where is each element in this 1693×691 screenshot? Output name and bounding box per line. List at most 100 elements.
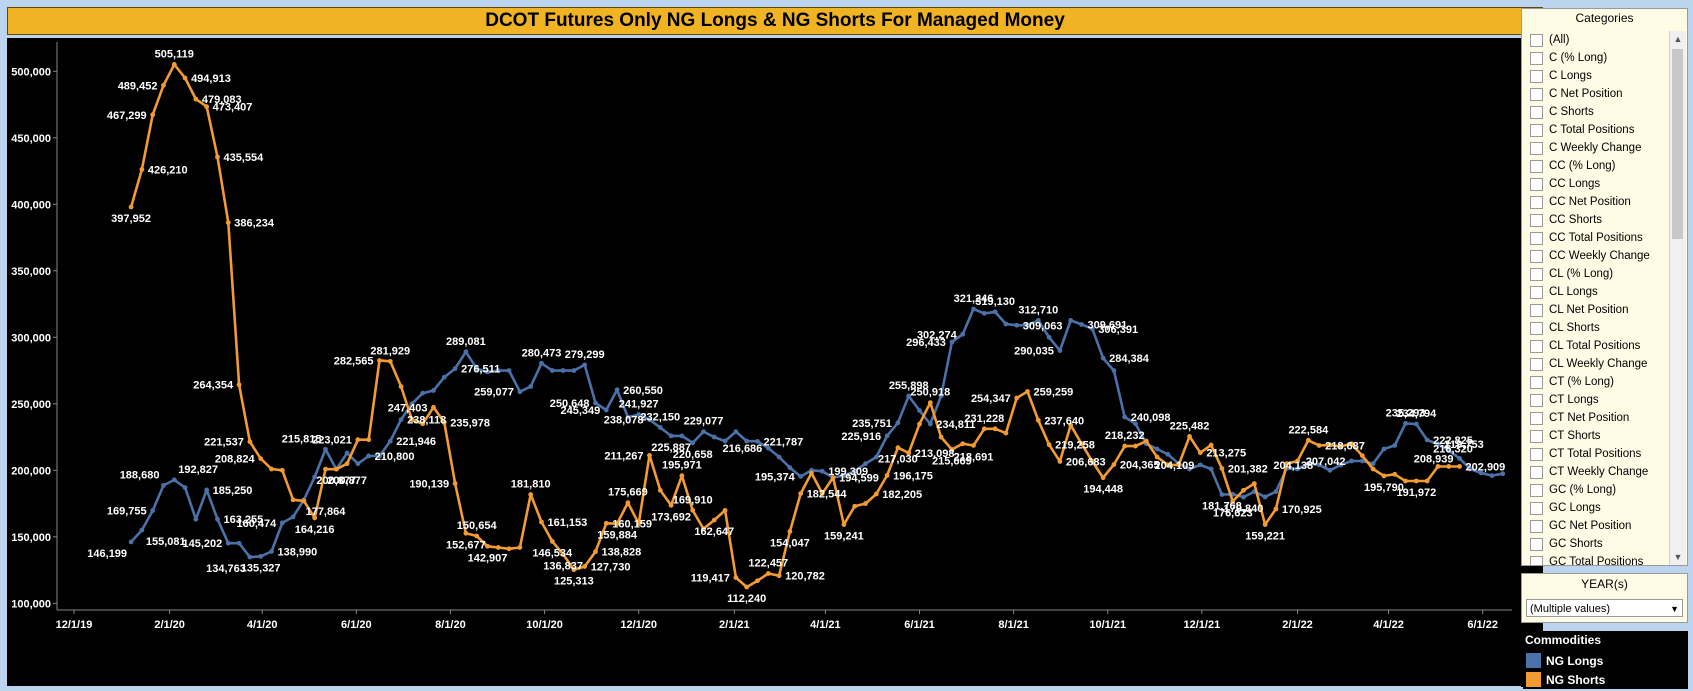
checkbox-icon[interactable] [1530, 393, 1543, 407]
category-item[interactable]: C Total Positions [1523, 121, 1669, 139]
category-item[interactable]: CT Longs [1523, 391, 1669, 409]
checkbox-icon[interactable] [1530, 105, 1543, 119]
checkbox-icon[interactable] [1530, 69, 1543, 83]
year-select[interactable]: (Multiple values) ▼ [1526, 599, 1683, 617]
scroll-up-icon[interactable]: ▲ [1673, 34, 1683, 44]
category-item[interactable]: CL Shorts [1523, 319, 1669, 337]
checkbox-icon[interactable] [1530, 285, 1543, 299]
category-item[interactable]: C Weekly Change [1523, 139, 1669, 157]
checkbox-icon[interactable] [1530, 195, 1543, 209]
data-label: 215,669 [932, 455, 972, 467]
data-point [852, 503, 858, 509]
checkbox-icon[interactable] [1530, 447, 1543, 461]
category-item[interactable]: CC Net Position [1523, 193, 1669, 211]
data-point [1197, 450, 1203, 456]
category-item[interactable]: CL Total Positions [1523, 337, 1669, 355]
checkbox-icon[interactable] [1530, 555, 1543, 565]
data-point [1435, 441, 1441, 447]
checkbox-icon[interactable] [1530, 33, 1543, 47]
category-item[interactable]: GC (% Long) [1523, 481, 1669, 499]
scroll-down-icon[interactable]: ▼ [1673, 552, 1683, 562]
checkbox-icon[interactable] [1530, 483, 1543, 497]
checkbox-icon[interactable] [1530, 375, 1543, 389]
data-label: 234,811 [936, 419, 975, 431]
checkbox-icon[interactable] [1530, 357, 1543, 371]
checkbox-icon[interactable] [1530, 501, 1543, 515]
data-point [1478, 470, 1484, 476]
data-label: 152,677 [446, 539, 486, 551]
data-point [323, 446, 328, 452]
category-item[interactable]: C (% Long) [1523, 49, 1669, 67]
category-item[interactable]: CC Total Positions [1523, 229, 1669, 247]
category-item[interactable]: CL Net Position [1523, 301, 1669, 319]
data-point [906, 393, 912, 399]
data-point [625, 500, 631, 506]
checkbox-icon[interactable] [1530, 321, 1543, 335]
categories-scrollbar[interactable]: ▲ ▼ [1669, 31, 1686, 565]
checkbox-icon[interactable] [1530, 213, 1543, 227]
category-item[interactable]: C Longs [1523, 67, 1669, 85]
category-item[interactable]: (All) [1523, 31, 1669, 49]
category-item[interactable]: GC Longs [1523, 499, 1669, 517]
data-point [1154, 454, 1160, 460]
checkbox-icon[interactable] [1530, 177, 1543, 191]
checkbox-icon[interactable] [1530, 267, 1543, 281]
x-tick-label: 4/1/21 [810, 619, 841, 631]
category-item[interactable]: CT Weekly Change [1523, 463, 1669, 481]
category-item[interactable]: CC Weekly Change [1523, 247, 1669, 265]
chevron-down-icon[interactable]: ▼ [1670, 604, 1679, 614]
data-point [938, 393, 944, 399]
checkbox-icon[interactable] [1530, 429, 1543, 443]
category-item[interactable]: C Shorts [1523, 103, 1669, 121]
data-point [409, 417, 415, 423]
data-label: 195,374 [755, 471, 796, 483]
checkbox-icon[interactable] [1530, 159, 1543, 173]
legend-item[interactable]: NG Longs [1523, 651, 1688, 670]
category-item[interactable]: GC Total Positions [1523, 553, 1669, 565]
checkbox-icon[interactable] [1530, 519, 1543, 533]
data-point [1295, 458, 1300, 464]
data-point [193, 96, 199, 102]
category-item[interactable]: CT Shorts [1523, 427, 1669, 445]
legend-item[interactable]: NG Shorts [1523, 670, 1688, 689]
checkbox-icon[interactable] [1530, 231, 1543, 245]
category-item[interactable]: CT (% Long) [1523, 373, 1669, 391]
data-point [1176, 462, 1182, 468]
category-item[interactable]: CC Longs [1523, 175, 1669, 193]
category-item[interactable]: GC Net Position [1523, 517, 1669, 535]
checkbox-icon[interactable] [1530, 537, 1543, 551]
checkbox-icon[interactable] [1530, 411, 1543, 425]
checkbox-icon[interactable] [1530, 465, 1543, 479]
checkbox-icon[interactable] [1530, 51, 1543, 65]
checkbox-icon[interactable] [1530, 123, 1543, 137]
checkbox-icon[interactable] [1530, 87, 1543, 101]
checkbox-icon[interactable] [1530, 249, 1543, 263]
checkbox-icon[interactable] [1530, 141, 1543, 155]
scroll-thumb[interactable] [1672, 49, 1683, 239]
category-item[interactable]: CC (% Long) [1523, 157, 1669, 175]
category-item[interactable]: CT Net Position [1523, 409, 1669, 427]
data-label: 225,916 [841, 431, 881, 443]
category-item[interactable]: CL Longs [1523, 283, 1669, 301]
data-point [992, 309, 998, 315]
category-item[interactable]: CL Weekly Change [1523, 355, 1669, 373]
category-item[interactable]: CC Shorts [1523, 211, 1669, 229]
checkbox-icon[interactable] [1530, 303, 1543, 317]
data-point [344, 461, 350, 467]
category-item[interactable]: CT Total Positions [1523, 445, 1669, 463]
data-point [377, 453, 382, 459]
data-label: 150,654 [457, 520, 498, 532]
data-point [938, 434, 944, 440]
data-label: 296,433 [906, 337, 946, 349]
category-item[interactable]: CL (% Long) [1523, 265, 1669, 283]
category-label: CC Shorts [1549, 214, 1603, 226]
checkbox-icon[interactable] [1530, 339, 1543, 353]
data-label: 176,623 [1213, 507, 1253, 519]
data-point [690, 507, 696, 513]
data-point [193, 516, 199, 522]
data-point [258, 456, 264, 461]
category-item[interactable]: GC Shorts [1523, 535, 1669, 553]
data-label: 202,909 [1466, 461, 1506, 473]
category-item[interactable]: C Net Position [1523, 85, 1669, 103]
y-tick-label: 200,000 [11, 465, 51, 477]
